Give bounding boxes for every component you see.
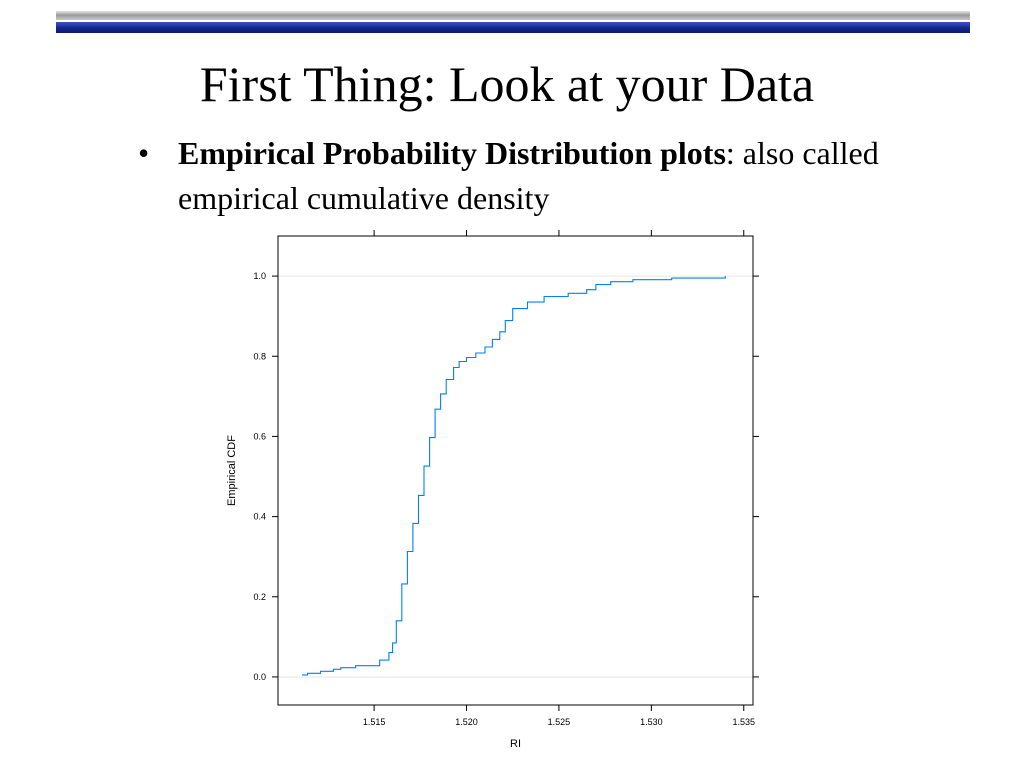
x-tick-label: 1.525 bbox=[548, 717, 571, 727]
ecdf-series-line bbox=[302, 276, 726, 676]
slide-title: First Thing: Look at your Data bbox=[199, 56, 815, 112]
y-axis-label: Empirical CDF bbox=[226, 435, 238, 506]
bullet-rest-text: : also called empirical cumulative densi… bbox=[178, 135, 879, 216]
y-tick-label: 0.4 bbox=[253, 512, 266, 522]
y-tick-label: 1.0 bbox=[253, 271, 266, 281]
y-tick-label: 0.8 bbox=[253, 351, 266, 361]
x-axis-label: RI bbox=[510, 738, 521, 750]
bullet-marker: • bbox=[138, 135, 150, 171]
plot-frame bbox=[277, 235, 754, 706]
bullet-item: • Empirical Probability Distribution plo… bbox=[138, 131, 978, 221]
title-bar-gray bbox=[56, 11, 970, 20]
ecdf-chart: 1.515 1.520 1.525 1.530 1.535 0.0 0.2 0.4 0.6 0.8… bbox=[226, 230, 759, 750]
y-tick-label: 0.6 bbox=[253, 431, 266, 441]
x-tick-label: 1.530 bbox=[640, 717, 663, 727]
bullet-text: Empirical Probability Distribution plots… bbox=[178, 131, 978, 221]
y-tick-label: 0.0 bbox=[253, 672, 266, 682]
x-tick-label: 1.515 bbox=[363, 717, 386, 727]
bullet-bold-text: Empirical Probability Distribution plots bbox=[178, 135, 726, 171]
y-tick-label: 0.2 bbox=[253, 592, 266, 602]
x-tick-label: 1.535 bbox=[732, 717, 755, 727]
title-bar-blue bbox=[56, 22, 970, 33]
x-tick-label: 1.520 bbox=[455, 717, 478, 727]
